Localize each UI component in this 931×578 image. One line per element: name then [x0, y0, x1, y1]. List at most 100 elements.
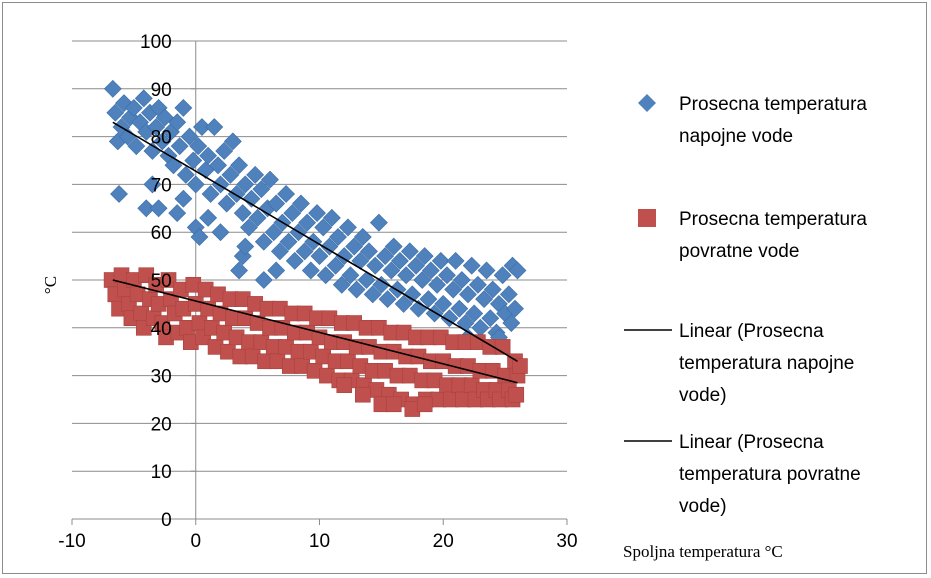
data-point-napojne	[143, 175, 162, 194]
data-point-napojne	[301, 261, 320, 280]
data-point-napojne	[103, 79, 122, 98]
data-point-napojne	[428, 275, 446, 294]
data-point-napojne	[298, 213, 317, 232]
data-point-napojne	[493, 266, 512, 285]
x-tick-label: 20	[433, 531, 454, 552]
data-point-napojne	[320, 237, 339, 256]
data-point-napojne	[199, 208, 218, 227]
data-point-napojne	[332, 275, 351, 294]
y-tick-label: 10	[151, 462, 172, 483]
data-point-napojne	[400, 242, 419, 261]
x-tick-label: 30	[556, 531, 577, 552]
data-point-napojne	[378, 290, 397, 309]
data-point-napojne	[502, 314, 521, 332]
data-point-napojne	[242, 189, 261, 208]
data-point-napojne	[248, 208, 267, 227]
data-point-napojne	[322, 208, 341, 227]
x-axis-title: Spoljna temperatura °C	[623, 542, 783, 561]
data-point-napojne	[124, 98, 143, 117]
legend-label: temperatura napojne	[679, 353, 854, 374]
data-point-napojne	[419, 290, 438, 309]
data-point-napojne	[127, 137, 146, 156]
data-point-napojne	[221, 165, 240, 184]
data-point-napojne	[310, 247, 329, 266]
data-point-povratne	[416, 396, 433, 413]
data-point-napojne	[353, 228, 372, 246]
data-point-napojne	[168, 113, 187, 132]
data-point-napojne	[481, 309, 500, 328]
data-point-napojne	[254, 271, 273, 289]
tick-labels: -10 0 10 20 30 0 10 20 30 40 50 60 70 80 90 100	[58, 32, 577, 552]
data-point-napojne	[236, 237, 255, 256]
data-point-napojne	[134, 89, 153, 108]
x-tick-label: -10	[58, 531, 85, 552]
data-point-napojne	[285, 251, 304, 270]
trendline-povratne	[112, 279, 518, 384]
data-point-napojne	[252, 180, 271, 199]
data-point-napojne	[341, 266, 360, 285]
data-point-napojne	[236, 175, 255, 194]
data-point-napojne	[452, 271, 471, 289]
data-point-napojne	[477, 261, 496, 280]
data-point-napojne	[444, 280, 463, 299]
trendlines	[112, 121, 518, 384]
data-point-napojne	[369, 213, 388, 232]
data-point-napojne	[351, 251, 370, 270]
data-point-napojne	[189, 137, 208, 156]
data-point-napojne	[397, 266, 416, 285]
data-point-napojne	[347, 280, 366, 299]
data-point-napojne	[223, 132, 242, 151]
data-point-napojne	[137, 199, 156, 218]
data-point-napojne	[384, 237, 403, 256]
data-point-napojne	[394, 294, 413, 313]
data-point-napojne	[201, 185, 220, 203]
data-point-napojne	[335, 247, 354, 266]
data-point-napojne	[180, 127, 199, 146]
y-tick-label: 50	[151, 271, 172, 292]
data-point-napojne	[283, 204, 302, 223]
data-point-napojne	[279, 232, 298, 251]
data-point-napojne	[475, 290, 494, 309]
data-point-napojne	[468, 275, 487, 294]
data-point-napojne	[316, 266, 335, 285]
data-point-napojne	[446, 251, 465, 270]
data-point-napojne	[174, 189, 193, 208]
data-point-napojne	[147, 118, 166, 136]
data-point-napojne	[360, 242, 378, 261]
legend-marker-square	[638, 209, 656, 227]
data-point-napojne	[254, 232, 273, 251]
legend-label: napojne vode	[679, 126, 793, 147]
data-point-povratne	[355, 386, 371, 403]
data-point-napojne	[382, 261, 401, 280]
data-point-napojne	[246, 165, 265, 184]
data-point-napojne	[462, 256, 481, 275]
data-point-napojne	[425, 304, 444, 323]
data-point-napojne	[438, 266, 456, 285]
data-point-povratne	[512, 358, 528, 374]
legend: Prosecna temperatura napojne vode Prosecna…	[624, 94, 867, 517]
legend-label: Prosecna temperatura	[679, 209, 867, 230]
series-napojne-vode	[103, 79, 527, 347]
data-point-napojne	[205, 118, 224, 136]
y-tick-label: 30	[151, 367, 172, 388]
y-tick-label: 70	[151, 175, 172, 196]
data-point-napojne	[403, 285, 422, 304]
data-point-napojne	[230, 156, 248, 175]
legend-label: vode)	[679, 496, 727, 517]
y-tick-label: 90	[151, 80, 172, 101]
data-point-napojne	[376, 247, 395, 266]
y-tick-label: 80	[151, 128, 172, 149]
data-point-napojne	[440, 309, 459, 328]
data-point-napojne	[176, 165, 195, 184]
legend-label: vode)	[679, 385, 727, 406]
data-point-napojne	[240, 218, 258, 237]
x-tick-label: 10	[309, 531, 330, 552]
data-point-napojne	[270, 242, 289, 261]
trendline-napojne	[112, 121, 518, 362]
data-point-napojne	[357, 271, 376, 289]
data-point-napojne	[326, 256, 345, 275]
data-point-napojne	[363, 285, 382, 304]
data-point-napojne	[372, 275, 391, 294]
data-point-napojne	[465, 304, 484, 323]
y-tick-label: 60	[151, 223, 172, 244]
